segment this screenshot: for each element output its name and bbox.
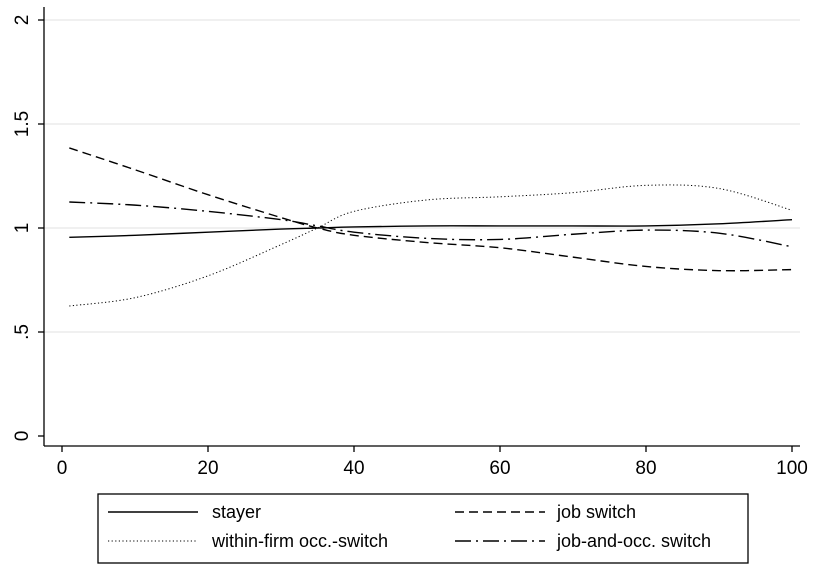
- x-tick-label: 20: [197, 458, 218, 479]
- axes: [43, 7, 800, 447]
- series-line-job-and-occ-switch: [69, 201, 793, 248]
- series-line-within-firm-occ-switch: [69, 184, 793, 307]
- x-tick-label: 0: [57, 458, 68, 479]
- y-tick-label: 2: [12, 15, 33, 26]
- series-line-stayer: [69, 218, 793, 239]
- legend-label-stayer: stayer: [212, 502, 261, 522]
- x-tick-label: 60: [489, 458, 510, 479]
- gridlines: [44, 19, 800, 333]
- x-tick-label: 80: [635, 458, 656, 479]
- plot-lines: [69, 147, 793, 307]
- legend: stayer job switch within-firm occ.-switch j…: [97, 493, 749, 564]
- legend-label-job-switch: job switch: [556, 502, 636, 522]
- series-line-job-switch: [69, 147, 793, 272]
- x-tick-label: 100: [776, 458, 808, 479]
- legend-label-within-firm-occ-switch: within-firm occ.-switch: [211, 531, 388, 551]
- y-tick-label: 1.5: [12, 111, 33, 137]
- x-tick-label: 40: [343, 458, 364, 479]
- y-ticks: 0 .5 1 1.5 2: [12, 15, 44, 442]
- y-tick-label: .5: [12, 324, 33, 340]
- y-tick-label: 0: [12, 431, 33, 442]
- legend-label-job-and-occ-switch: job-and-occ. switch: [556, 531, 711, 551]
- y-tick-label: 1: [12, 223, 33, 234]
- x-ticks: 0 20 40 60 80 100: [57, 446, 808, 479]
- legend-box: [97, 493, 749, 564]
